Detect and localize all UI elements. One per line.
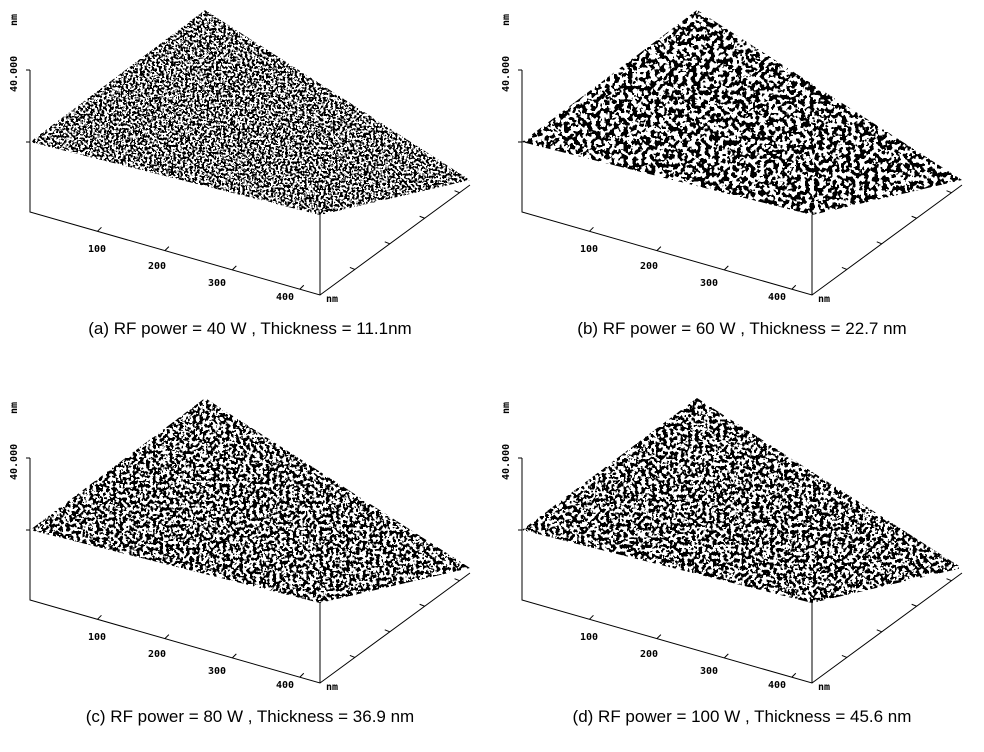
x-tick-label: 400 [768,680,786,691]
x-unit: nm [326,294,338,305]
x-tick [723,265,729,271]
caption: (b) RF power = 60 W , Thickness = 22.7 n… [577,319,906,338]
y-tick [454,578,460,582]
box-edge [29,458,471,684]
x-tick-label: 200 [148,261,166,272]
box-edge [29,70,471,296]
x-unit: nm [326,682,338,693]
y-tick [384,241,390,245]
z-unit: nm [9,14,20,26]
x-unit: nm [818,682,830,693]
afm-panel: 100 200 300 400 nm 40.000 nm (c) RF power = 80 … [9,398,471,726]
y-tick [841,266,848,270]
x-tick [589,226,594,232]
x-tick-label: 100 [88,632,106,643]
x-tick-label: 400 [276,292,294,303]
y-tick [911,603,917,607]
x-tick [791,284,797,290]
x-unit: nm [818,294,830,305]
x-tick-label: 100 [88,244,106,255]
x-tick-label: 200 [640,261,658,272]
caption: (a) RF power = 40 W , Thickness = 11.1nm [88,319,411,338]
x-tick [231,653,237,659]
y-tick [349,654,356,658]
y-tick [946,190,952,194]
x-tick [97,614,102,620]
y-tick [876,241,882,245]
y-tick [911,215,917,219]
afm-panel: 100 200 300 400 nm 40.000 nm (a) RF power = 40 … [9,10,471,338]
y-tick [841,654,848,658]
box-edge [521,70,963,296]
x-tick-label: 400 [276,680,294,691]
z-unit: nm [9,402,20,414]
x-tick-label: 200 [640,649,658,660]
afm-panel: 100 200 300 400 nm 40.000 nm (d) RF power = 100… [501,398,963,726]
afm-surface [30,10,470,215]
y-tick [349,266,356,270]
x-tick [231,265,237,271]
x-tick-label: 300 [700,278,718,289]
x-tick-label: 200 [148,649,166,660]
y-tick [419,215,425,219]
x-tick [97,226,102,232]
x-tick-label: 100 [580,632,598,643]
afm-surface [30,398,470,603]
z-label: 40.000 [501,444,512,480]
afm-surface [522,398,962,603]
x-tick [164,246,170,251]
x-tick-label: 400 [768,292,786,303]
z-unit: nm [501,402,512,414]
box-edge [521,458,963,684]
z-label: 40.000 [9,56,20,92]
y-tick [946,578,952,582]
z-label: 40.000 [501,56,512,92]
x-tick [299,672,305,678]
x-tick [299,284,305,290]
y-tick [876,629,882,633]
y-tick [454,190,460,194]
x-tick [164,634,170,639]
z-label: 40.000 [9,444,20,480]
x-tick [656,634,662,639]
z-unit: nm [501,14,512,26]
caption: (c) RF power = 80 W , Thickness = 36.9 n… [86,707,414,726]
x-tick [656,246,662,251]
afm-surface [522,10,962,215]
x-tick-label: 100 [580,244,598,255]
x-tick [791,672,797,678]
y-tick [419,603,425,607]
x-tick [723,653,729,659]
y-tick [384,629,390,633]
x-tick-label: 300 [700,666,718,677]
afm-panel: 100 200 300 400 nm 40.000 nm (b) RF power = 60 … [501,10,963,338]
x-tick-label: 300 [208,666,226,677]
x-tick [589,614,594,620]
caption: (d) RF power = 100 W , Thickness = 45.6 … [573,707,912,726]
x-tick-label: 300 [208,278,226,289]
